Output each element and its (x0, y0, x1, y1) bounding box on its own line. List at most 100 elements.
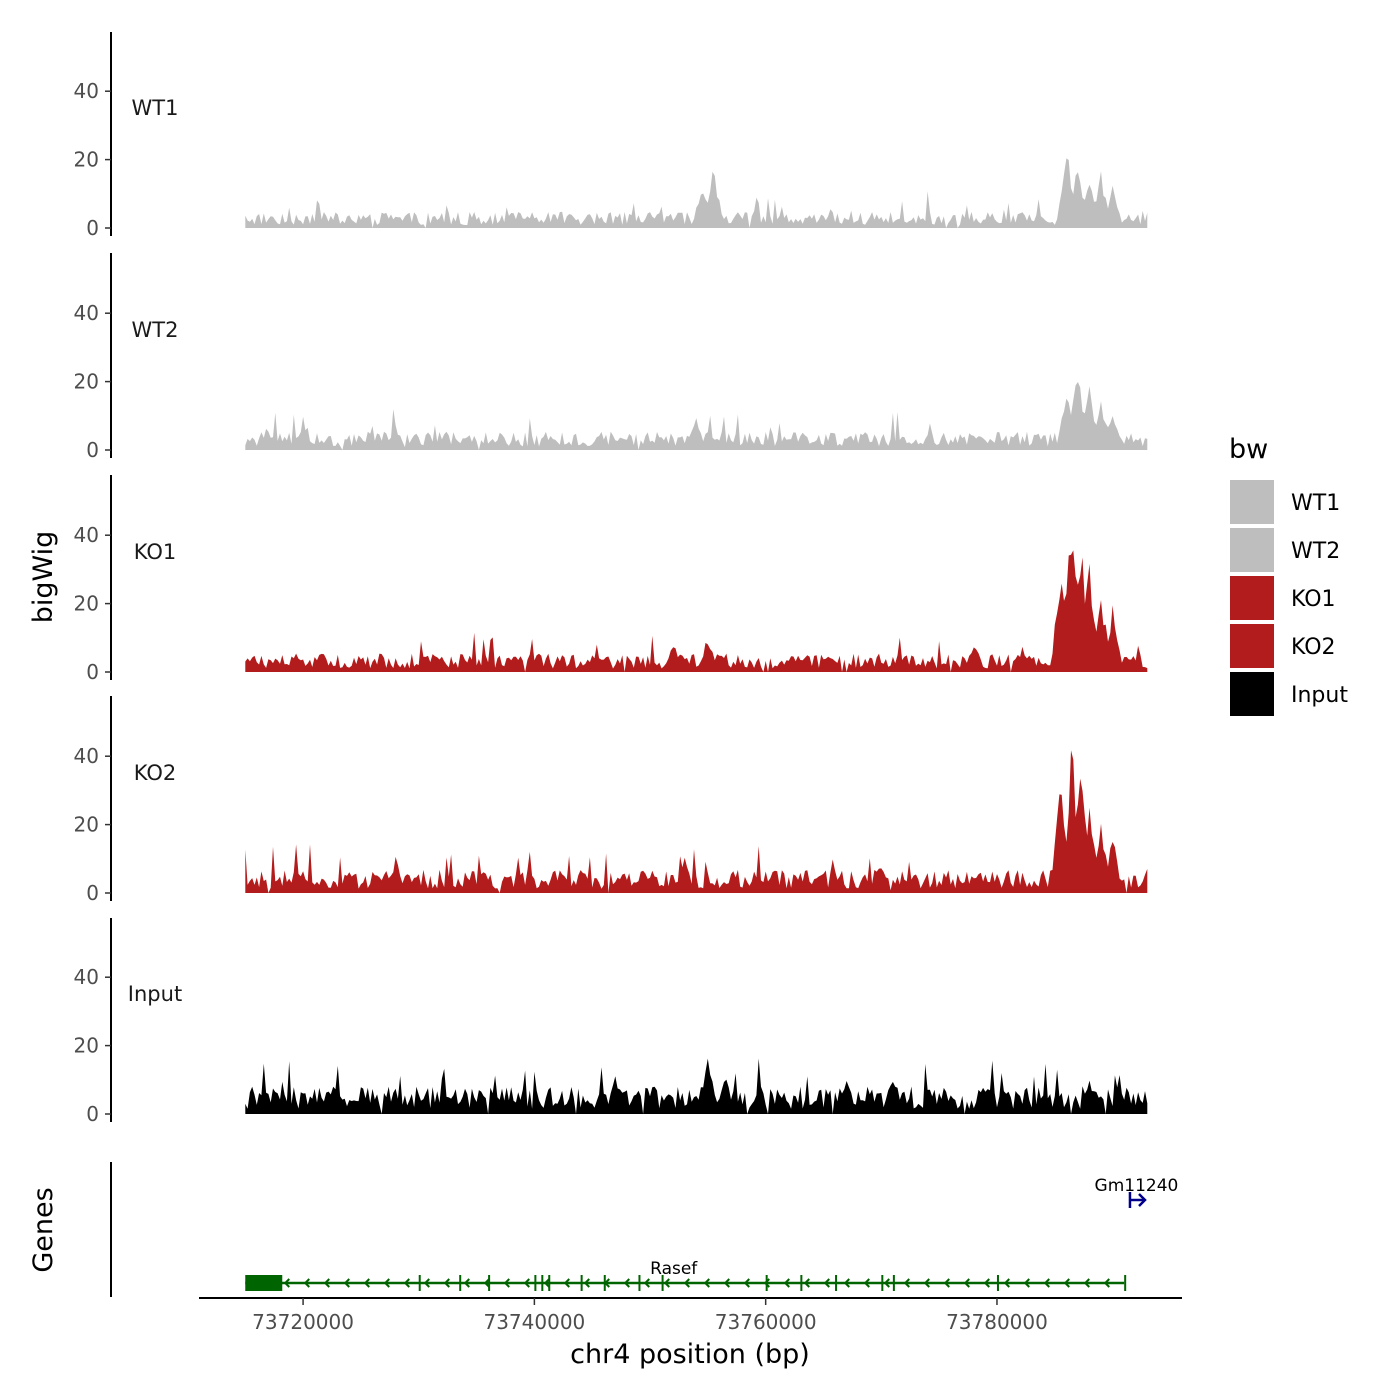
strand-arrow (663, 1278, 670, 1288)
strand-arrow (283, 1278, 290, 1288)
coverage-area-wt2 (245, 382, 1148, 450)
strand-arrow (623, 1278, 630, 1288)
strand-arrow (643, 1278, 650, 1288)
strand-arrow (483, 1278, 490, 1288)
coverage-area-input (245, 1058, 1148, 1114)
exon (835, 1275, 838, 1291)
strand-arrow (883, 1278, 890, 1288)
y-tick-label: 0 (86, 881, 99, 905)
legend-label: Input (1291, 683, 1348, 708)
y-tick-label: 40 (74, 965, 99, 989)
legend-label: KO2 (1291, 635, 1336, 660)
exon (638, 1275, 641, 1291)
legend-item-ko2: KO2 (1230, 624, 1336, 668)
track-label: WT2 (132, 318, 179, 342)
coverage-area-ko1 (245, 550, 1148, 672)
track-label: Input (128, 982, 182, 1006)
y-tick-label: 40 (74, 523, 99, 547)
y-tick-label: 20 (74, 592, 99, 616)
strand-arrow (1043, 1278, 1050, 1288)
strand-arrow (543, 1278, 550, 1288)
track-wt2: 0 20 40 WT2 (74, 253, 1148, 462)
x-axis-ticks: 73720000 73740000 73760000 73780000 (252, 1298, 1048, 1334)
y-tick-label: 20 (74, 148, 99, 172)
strand-arrow (983, 1278, 990, 1288)
legend-swatch (1230, 576, 1274, 620)
strand-arrow (383, 1278, 390, 1288)
strand-arrow (823, 1278, 830, 1288)
coverage-area-wt1 (245, 158, 1148, 228)
x-tick-label: 73740000 (483, 1310, 585, 1334)
exon (534, 1275, 537, 1291)
y-tick-label: 40 (74, 79, 99, 103)
y-tick-label: 0 (86, 660, 99, 684)
strand-arrow (1103, 1278, 1110, 1288)
legend-item-ko1: KO1 (1230, 576, 1336, 620)
track-ko2: 0 20 40 KO2 (74, 696, 1148, 905)
strand-arrow (343, 1278, 350, 1288)
strand-arrow (463, 1278, 470, 1288)
strand-arrow (1063, 1278, 1070, 1288)
x-axis: 73720000 73740000 73760000 73780000 chr4 po… (199, 1297, 1182, 1370)
strand-arrow (943, 1278, 950, 1288)
strand-arrow (303, 1278, 310, 1288)
strand-arrow (843, 1278, 850, 1288)
strand-arrow (703, 1278, 710, 1288)
gene-gm11240: Gm11240 (1095, 1176, 1179, 1208)
legend-item-input: Input (1230, 672, 1348, 716)
strand-arrow (783, 1278, 790, 1288)
track-wt1: 0 20 40 WT1 (74, 32, 1148, 240)
gene-label: Rasef (650, 1259, 698, 1279)
strand-arrow (723, 1278, 730, 1288)
y-tick-label: 0 (86, 438, 99, 462)
strand-arrow (683, 1278, 690, 1288)
track-label: WT1 (132, 96, 179, 120)
legend-items: WT1 WT2 KO1 KO2 Input (1230, 480, 1348, 716)
strand-arrow (523, 1278, 530, 1288)
strand-arrow (363, 1278, 370, 1288)
track-label: KO2 (134, 761, 177, 785)
x-tick-label: 73720000 (252, 1310, 354, 1334)
legend: bw WT1 WT2 KO1 KO2 Input (1229, 434, 1348, 716)
strand-arrow (403, 1278, 410, 1288)
strand-arrow (583, 1278, 590, 1288)
gene-rasef: Rasef (245, 1259, 1127, 1291)
exon (892, 1275, 895, 1291)
y-tick-label: 0 (86, 216, 99, 240)
strand-arrow (763, 1278, 770, 1288)
strand-arrow (1023, 1278, 1030, 1288)
y-tick-label: 40 (74, 744, 99, 768)
strand-arrow (503, 1278, 510, 1288)
strand-arrow (743, 1278, 750, 1288)
legend-item-wt1: WT1 (1230, 480, 1340, 524)
strand-arrow (923, 1278, 930, 1288)
genes-panel: Genes Rasef Gm11240 (28, 1162, 1178, 1297)
legend-label: KO1 (1291, 587, 1336, 612)
y-tick-label: 20 (74, 813, 99, 837)
exon (1124, 1275, 1127, 1291)
strand-arrow (323, 1278, 330, 1288)
gene-models: Rasef Gm11240 (245, 1176, 1178, 1291)
track-label: KO1 (134, 540, 177, 564)
y-tick-label: 0 (86, 1102, 99, 1126)
exon (661, 1275, 664, 1291)
legend-label: WT2 (1291, 539, 1340, 564)
exon (765, 1275, 768, 1291)
legend-swatch (1230, 480, 1274, 524)
exon (488, 1275, 491, 1291)
strand-arrow (563, 1278, 570, 1288)
legend-swatch (1230, 672, 1274, 716)
x-tick-label: 73780000 (946, 1310, 1048, 1334)
strand-arrow (963, 1278, 970, 1288)
legend-swatch (1230, 528, 1274, 572)
y-axis-title: bigWig (28, 531, 59, 624)
strand-arrow (1083, 1278, 1090, 1288)
gene-label: Gm11240 (1095, 1176, 1179, 1196)
x-axis-title: chr4 position (bp) (570, 1339, 810, 1370)
coverage-tracks: 0 20 40 WT1 0 20 40 WT2 0 20 40 KO1 0 20 40 KO2 0 20 40 Inp… (74, 32, 1148, 1126)
strand-arrow (803, 1278, 810, 1288)
track-input: 0 20 40 Input (74, 918, 1148, 1126)
exon (996, 1275, 999, 1291)
strand-arrow (443, 1278, 450, 1288)
